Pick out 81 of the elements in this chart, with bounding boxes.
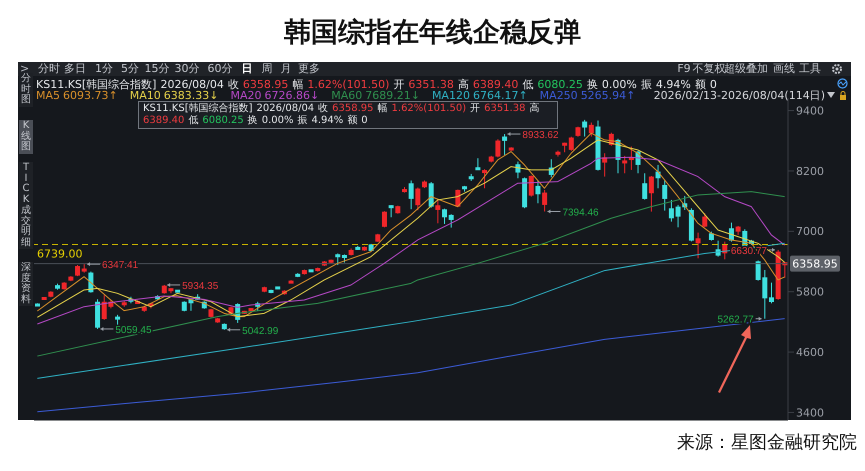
text: MA5 [36,89,60,102]
source-note: 来源：星图金融研究院 [677,431,857,454]
ref-line-label: 6358.95 [792,258,838,271]
info-popup: KS11.KS[韩国综合指数] 2026/08/04 收 6358.95 幅 1.62%(101.50) 开 6351.38 高 6389.40 低 6080.25 换 0.00% 振 4.94% 额 0 [138,101,558,129]
y-tick-label: 9400 [796,104,824,118]
candlestick [568,136,574,152]
text: 画线 [773,62,795,75]
candlestick [582,119,588,138]
text: 成交明细 [19,205,33,248]
candlestick [528,174,534,198]
candlestick [562,142,568,153]
text: 工具 [799,62,821,75]
annotation: 5262.77 [717,314,754,326]
text: 分时图 [19,73,33,106]
y-tick-label: 7000 [796,225,824,238]
annotation: 5265.94↑ [580,89,636,102]
text: 深度资料 [19,262,33,305]
text: MA250 [540,89,578,102]
text: KS11.KS[韩国综合指数] 2026/08/04 收 6358.95 幅 1.62%(101.50) 开 6351.38 高 6389.40 低 6080.25 换 0.00% 振 4.94% 额 0 [36,78,717,91]
annotation: 2026/02/13-2026/08/04(114日) [654,89,825,102]
text: 多日 [63,62,87,76]
text: F9 [677,62,691,75]
text: 月 [280,62,292,75]
candlestick [662,179,668,212]
text: 分时 [37,62,61,76]
annotation: 5934.35 [182,280,219,292]
candlestick [708,231,714,242]
candlestick [495,138,500,158]
candlestick [408,180,414,210]
y-tick-label: 5800 [796,286,824,299]
annotation: 6093.73↑ [63,89,118,102]
text: MA20 [230,89,262,102]
line-series [36,191,786,357]
text: K线图 [19,120,33,152]
candlestick [428,182,434,208]
text: 60分 [206,62,234,76]
annotation: 6764.17↑ [472,89,528,102]
candlestick [435,200,440,224]
y-tick-label: 3400 [796,406,824,420]
annotation: 6347.41 [102,260,139,272]
annotation: 5042.99 [242,326,279,337]
candlestick [736,225,741,236]
text: MA120 [432,89,470,102]
text: 1分 [94,62,114,76]
candlestick [696,232,701,259]
annotation: 8933.62 [522,130,559,142]
text: 周 [260,62,274,76]
candlestick [756,260,761,282]
annotation: 6726.86↓ [264,89,320,102]
annotation: 6383.33↓ [164,89,218,102]
candlestick [475,158,480,170]
candlestick [482,168,488,189]
y-tick-label: 8200 [796,164,824,178]
text: 5分 [120,62,140,76]
candlestick [642,172,648,200]
chart-title: 韩国综指在年线企稳反弹 [283,16,582,50]
text: 超级叠加 [724,62,769,76]
candlestick [702,212,708,228]
text: 日 [240,62,254,76]
ref-line-label: 6739.00 [37,247,82,260]
annotation: 5059.45 [115,324,152,336]
candlestick [622,155,628,174]
text: 不复权 [692,62,726,75]
text: 15分 [144,62,170,76]
candlestick [648,175,654,212]
text: 30分 [174,62,200,76]
y-tick-label: 4600 [796,346,824,359]
text: MA60 [331,89,362,102]
line-series [36,242,786,379]
candlestick [588,122,594,138]
candlestick [102,294,107,320]
candlestick [388,204,394,218]
annotation: 7394.46 [562,207,600,218]
candlestick [382,210,387,228]
text: 更多 [297,62,321,76]
candlestick [575,126,580,138]
text: MA10 [130,89,161,102]
candlestick [535,180,540,204]
candlestick [415,187,420,211]
text: TICK [19,162,33,205]
annotation: 7689.21↓ [365,89,420,102]
